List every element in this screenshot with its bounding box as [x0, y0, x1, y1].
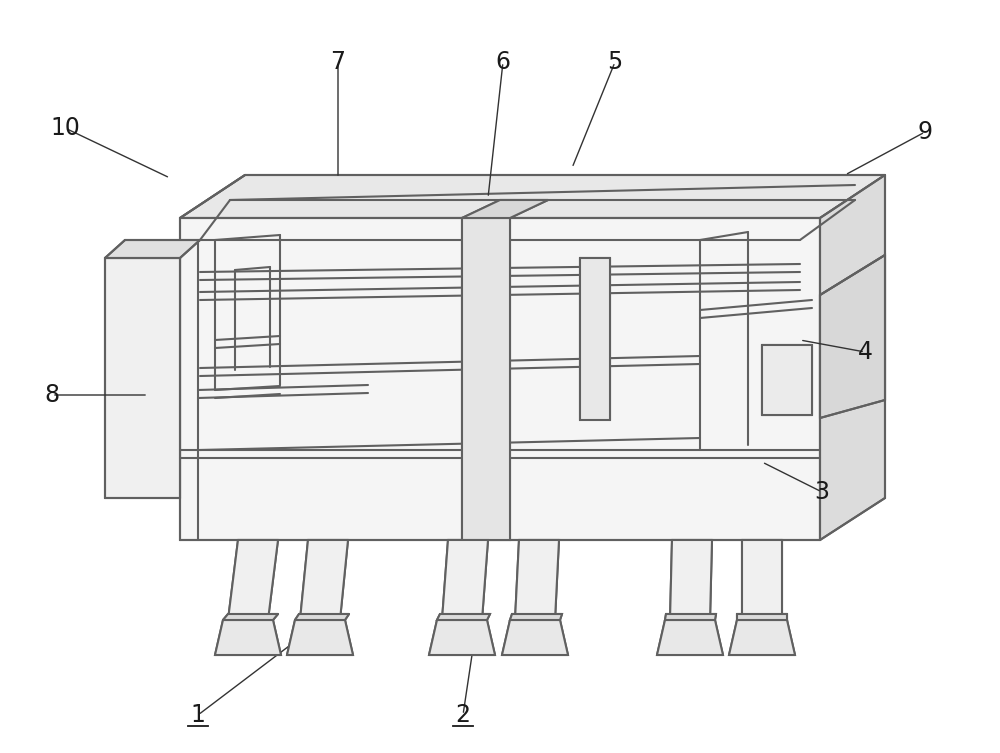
Polygon shape	[295, 614, 349, 620]
Polygon shape	[665, 614, 716, 620]
Polygon shape	[742, 540, 782, 620]
Polygon shape	[762, 345, 812, 415]
Text: 1: 1	[191, 703, 205, 727]
Polygon shape	[462, 200, 548, 218]
Polygon shape	[729, 620, 795, 655]
Text: 4: 4	[858, 340, 872, 364]
Polygon shape	[737, 614, 787, 620]
Polygon shape	[580, 258, 610, 420]
Polygon shape	[657, 620, 723, 655]
Polygon shape	[180, 218, 820, 540]
Polygon shape	[215, 620, 281, 655]
Polygon shape	[820, 175, 885, 540]
Polygon shape	[300, 540, 348, 620]
Polygon shape	[510, 614, 562, 620]
Polygon shape	[228, 540, 278, 620]
Polygon shape	[502, 620, 568, 655]
Text: 8: 8	[44, 383, 60, 407]
Polygon shape	[223, 614, 278, 620]
Polygon shape	[287, 620, 353, 655]
Text: 5: 5	[607, 50, 623, 74]
Text: 9: 9	[918, 120, 932, 144]
Text: 6: 6	[496, 50, 511, 74]
Polygon shape	[670, 540, 712, 620]
Polygon shape	[180, 175, 885, 218]
Polygon shape	[442, 540, 488, 620]
Text: 10: 10	[50, 116, 80, 140]
Text: 3: 3	[814, 480, 830, 504]
Polygon shape	[462, 218, 510, 540]
Polygon shape	[515, 540, 559, 620]
Text: 7: 7	[330, 50, 346, 74]
Polygon shape	[105, 240, 200, 258]
Polygon shape	[429, 620, 495, 655]
Polygon shape	[437, 614, 490, 620]
Polygon shape	[105, 258, 180, 498]
Polygon shape	[820, 255, 885, 418]
Text: 2: 2	[456, 703, 471, 727]
